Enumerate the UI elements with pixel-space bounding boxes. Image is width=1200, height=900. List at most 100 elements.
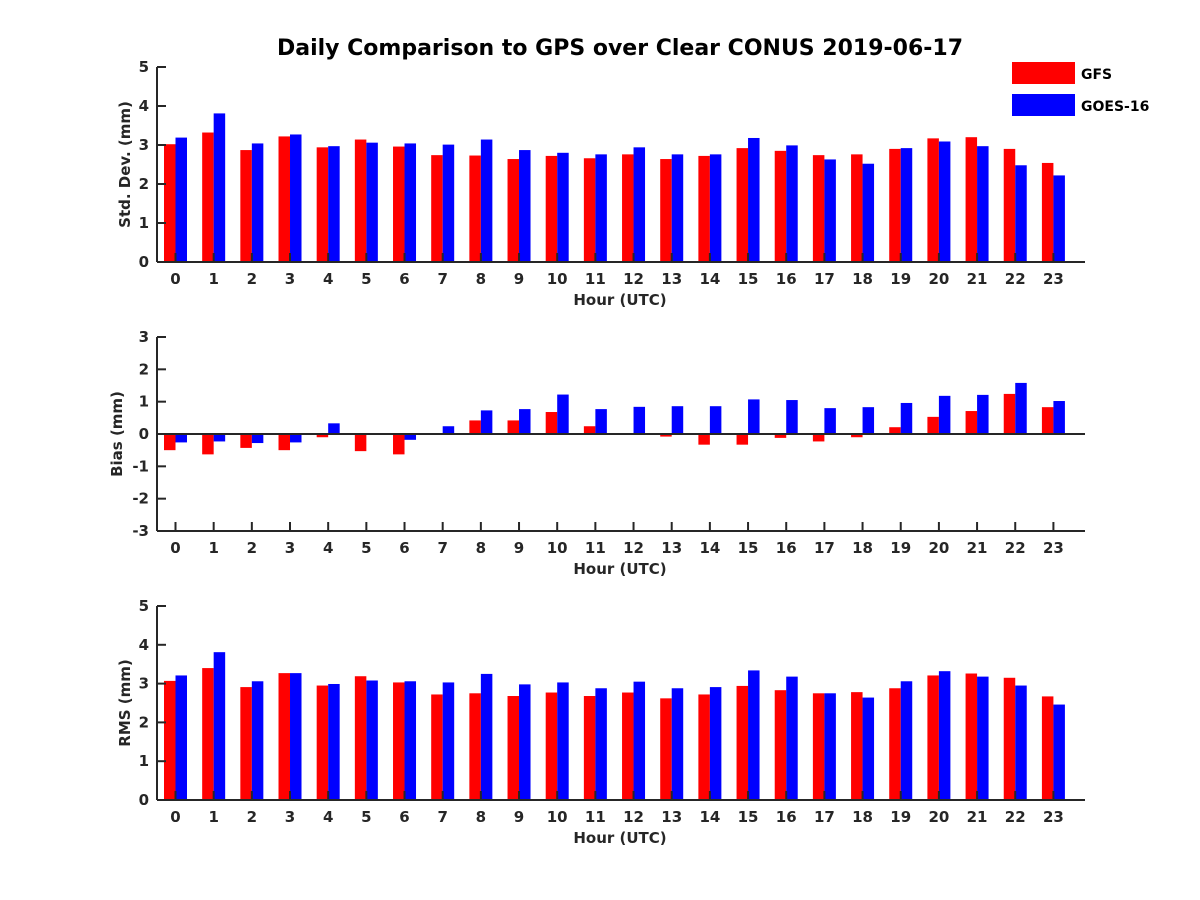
bar-bias-goes-16-12 (633, 406, 646, 434)
bar-stddev-gfs-4 (316, 147, 329, 262)
bar-stddev-goes-16-3 (290, 134, 302, 262)
bar-stddev-goes-16-22 (1015, 165, 1027, 262)
bar-bias-goes-16-16 (786, 400, 798, 434)
xtick-label-rms-6: 6 (399, 808, 409, 826)
bar-rms-gfs-19 (889, 688, 901, 800)
bar-rms-goes-16-5 (366, 680, 378, 800)
ytick-label-bias--1: -1 (132, 457, 149, 475)
legend-label-gfs: GFS (1081, 67, 1112, 83)
xtick-label-stddev-12: 12 (623, 270, 644, 288)
bar-stddev-gfs-18 (851, 154, 863, 262)
bar-rms-gfs-11 (583, 696, 596, 800)
ytick-label-bias-3: 3 (139, 328, 149, 346)
bar-bias-gfs-0 (164, 434, 176, 451)
xtick-label-stddev-23: 23 (1043, 270, 1064, 288)
bar-stddev-goes-16-10 (557, 152, 569, 262)
xtick-label-bias-18: 18 (852, 539, 873, 557)
bar-bias-goes-16-23 (1053, 401, 1065, 434)
ytick-label-stddev-1: 1 (139, 214, 149, 232)
bar-rms-gfs-9 (507, 696, 520, 800)
bar-rms-goes-16-7 (442, 682, 455, 800)
bar-bias-gfs-8 (469, 420, 481, 434)
xtick-label-rms-8: 8 (476, 808, 486, 826)
bar-bias-goes-16-2 (251, 434, 264, 444)
xtick-label-stddev-3: 3 (285, 270, 295, 288)
bar-rms-goes-16-2 (251, 681, 264, 800)
xtick-label-rms-17: 17 (814, 808, 835, 826)
xtick-label-stddev-18: 18 (852, 270, 873, 288)
bar-stddev-goes-16-4 (328, 146, 340, 262)
bar-stddev-goes-16-20 (938, 141, 951, 262)
ytick-label-bias-0: 0 (139, 425, 149, 443)
xtick-label-stddev-2: 2 (247, 270, 257, 288)
xtick-label-stddev-4: 4 (323, 270, 333, 288)
bar-stddev-gfs-11 (583, 158, 596, 262)
xtick-label-stddev-20: 20 (928, 270, 949, 288)
bar-rms-goes-16-12 (633, 681, 646, 800)
bar-rms-gfs-7 (431, 694, 443, 800)
xtick-label-bias-10: 10 (547, 539, 568, 557)
bar-stddev-gfs-20 (927, 138, 939, 262)
bar-stddev-gfs-15 (736, 148, 749, 262)
bar-bias-gfs-10 (545, 412, 558, 434)
bar-bias-gfs-18 (851, 434, 863, 438)
bar-rms-goes-16-0 (175, 675, 187, 800)
xtick-label-rms-3: 3 (285, 808, 295, 826)
bar-rms-gfs-6 (393, 682, 405, 800)
legend-box: GFS GOES-16 (1012, 62, 1149, 116)
xtick-label-stddev-17: 17 (814, 270, 835, 288)
xtick-label-rms-15: 15 (738, 808, 759, 826)
bar-bias-goes-16-14 (709, 406, 722, 434)
xtick-label-bias-23: 23 (1043, 539, 1064, 557)
bar-stddev-goes-16-17 (824, 159, 836, 262)
xtick-label-stddev-22: 22 (1005, 270, 1026, 288)
ytick-label-bias--2: -2 (132, 490, 149, 508)
bar-stddev-goes-16-11 (595, 154, 607, 262)
bar-rms-gfs-8 (469, 693, 481, 800)
bar-rms-goes-16-20 (938, 671, 951, 800)
xtick-label-bias-19: 19 (890, 539, 911, 557)
bar-stddev-goes-16-5 (366, 142, 378, 262)
x-axis-label-stddev: Hour (UTC) (573, 291, 666, 309)
bar-bias-gfs-21 (965, 411, 978, 434)
bar-rms-gfs-17 (812, 693, 825, 800)
xtick-label-bias-8: 8 (476, 539, 486, 557)
bar-bias-gfs-16 (774, 434, 787, 438)
bar-bias-gfs-23 (1041, 407, 1054, 434)
bar-stddev-goes-16-2 (251, 143, 264, 262)
bar-stddev-goes-16-14 (709, 154, 722, 262)
bar-stddev-goes-16-16 (786, 145, 798, 262)
bar-rms-gfs-18 (851, 692, 863, 800)
bar-bias-gfs-17 (812, 434, 825, 442)
bar-rms-goes-16-15 (748, 670, 760, 800)
bar-stddev-goes-16-0 (175, 137, 187, 262)
xtick-label-bias-20: 20 (928, 539, 949, 557)
xtick-label-rms-0: 0 (170, 808, 180, 826)
bar-bias-goes-16-10 (557, 394, 569, 434)
bar-rms-goes-16-4 (328, 683, 340, 800)
xtick-label-stddev-15: 15 (738, 270, 759, 288)
xtick-label-stddev-13: 13 (661, 270, 682, 288)
bar-bias-goes-16-8 (480, 410, 493, 434)
ytick-label-rms-0: 0 (139, 791, 149, 809)
bar-bias-gfs-6 (393, 434, 405, 455)
ytick-label-rms-1: 1 (139, 752, 149, 770)
bar-stddev-gfs-0 (164, 144, 176, 262)
bar-rms-gfs-13 (660, 698, 672, 800)
bar-rms-goes-16-9 (519, 684, 531, 800)
bar-rms-gfs-0 (164, 680, 176, 800)
bar-rms-gfs-21 (965, 673, 978, 800)
bar-stddev-goes-16-18 (862, 163, 875, 262)
xtick-label-rms-9: 9 (514, 808, 524, 826)
bar-bias-goes-16-21 (977, 394, 989, 434)
bar-stddev-gfs-19 (889, 148, 901, 262)
bar-stddev-gfs-17 (812, 155, 825, 262)
legend: GFS GOES-16 (1012, 62, 1149, 116)
bar-bias-gfs-9 (507, 420, 520, 434)
bar-rms-goes-16-13 (671, 688, 684, 800)
ytick-label-rms-4: 4 (139, 636, 149, 654)
xtick-label-bias-9: 9 (514, 539, 524, 557)
bar-rms-goes-16-10 (557, 682, 569, 800)
chart-title: Daily Comparison to GPS over Clear CONUS… (277, 36, 963, 61)
bar-rms-gfs-15 (736, 685, 749, 800)
